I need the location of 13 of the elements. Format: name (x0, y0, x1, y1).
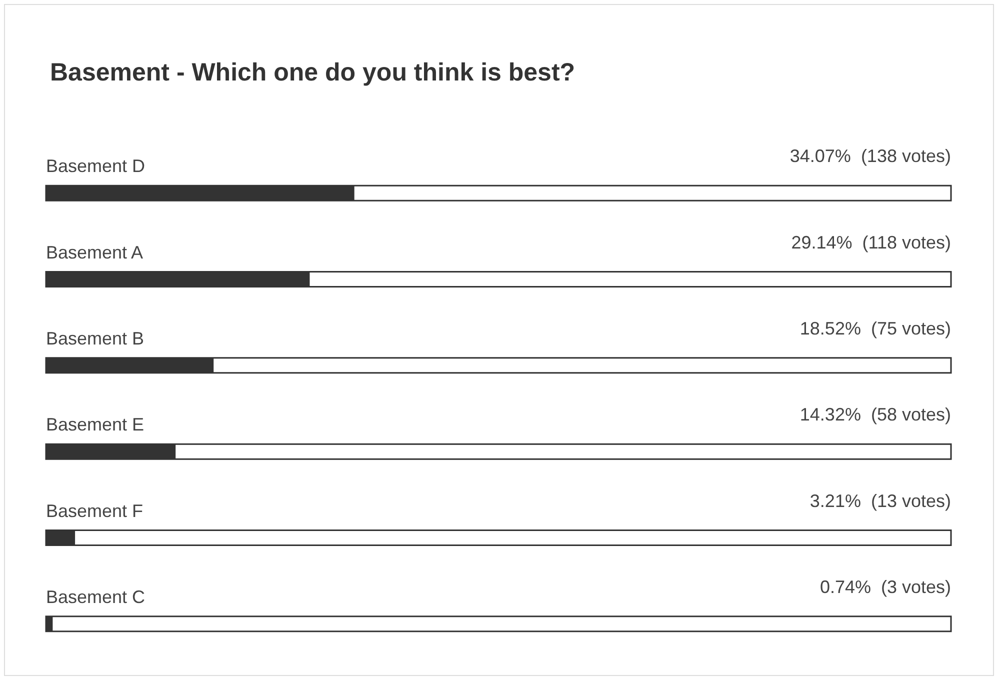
data-label: 3.21% (13 votes) (810, 490, 951, 511)
y-tick-label: Basement A (46, 242, 144, 262)
data-label: 14.32% (58 votes) (800, 404, 951, 425)
data-label: 18.52% (75 votes) (800, 318, 951, 338)
y-tick-label: Basement D (46, 156, 146, 176)
y-tick-label: Basement B (46, 328, 144, 348)
data-label: 29.14% (118 votes) (791, 232, 951, 252)
chart-title: Basement - Which one do you think is best? (50, 58, 576, 86)
y-tick-label: Basement F (46, 500, 144, 521)
data-label: 34.07% (138 votes) (790, 146, 951, 166)
data-label: 0.74% (3 votes) (820, 576, 951, 597)
y-tick-label: Basement C (46, 586, 146, 607)
y-tick-label: Basement E (46, 414, 144, 435)
